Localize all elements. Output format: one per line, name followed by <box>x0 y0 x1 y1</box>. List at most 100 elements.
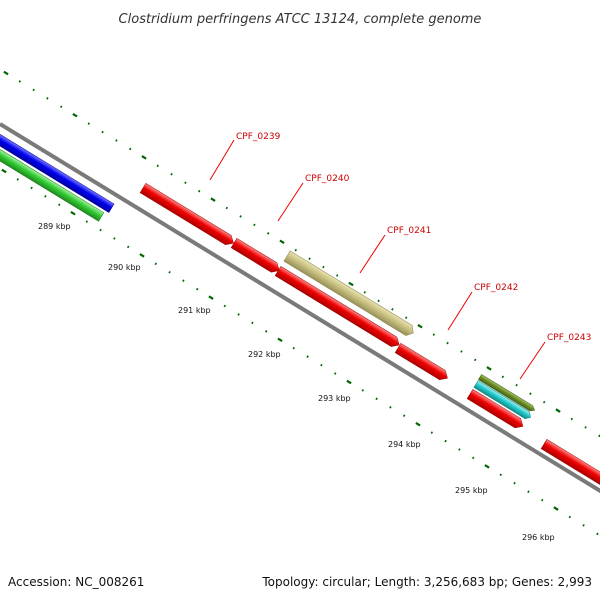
gene-arrow-cpf-0241-cds[interactable] <box>274 265 402 349</box>
inner-track-major-tick <box>139 253 145 258</box>
gene-arrow-cpf-0239[interactable] <box>139 182 236 248</box>
gene-arrow-cpf-0244[interactable] <box>540 438 600 493</box>
scale-label-289kbp: 289 kbp <box>38 222 71 231</box>
gene-label-cpf-0240[interactable]: CPF_0240 <box>305 174 350 184</box>
inner-track-minor-tick <box>527 490 530 493</box>
outer-track-minor-tick <box>170 172 173 176</box>
inner-track-minor-tick <box>182 279 185 282</box>
inner-track-minor-tick <box>472 456 475 460</box>
inner-track-minor-tick <box>306 355 309 358</box>
scale-label-292kbp: 292 kbp <box>248 350 281 359</box>
inner-track-minor-tick <box>403 414 406 417</box>
outer-track-minor-tick <box>46 97 49 100</box>
inner-track-minor-tick <box>264 330 268 333</box>
rrna-feature[interactable] <box>0 123 115 213</box>
outer-track-minor-tick <box>156 164 159 168</box>
outer-track-minor-tick <box>115 139 118 142</box>
gene-arrow-cpf-0243-cyan[interactable] <box>473 380 533 421</box>
inner-track-minor-tick <box>168 270 171 274</box>
leader-cpf-0243 <box>519 341 546 380</box>
gene-arrow-cpf-0243-olive[interactable] <box>478 374 536 412</box>
outer-track-major-tick <box>141 155 147 160</box>
outer-track-major-tick <box>72 112 78 118</box>
trna-feature[interactable] <box>0 138 105 222</box>
outer-track-minor-tick <box>197 189 201 193</box>
outer-track-minor-tick <box>570 417 573 421</box>
inner-track-minor-tick <box>458 448 461 451</box>
scale-label-290kbp: 290 kbp <box>108 263 141 272</box>
inner-track-major-tick <box>277 337 283 343</box>
outer-track-major-tick <box>210 197 216 202</box>
inner-track-minor-tick <box>430 431 433 434</box>
leader-cpf-0240 <box>277 182 304 222</box>
gene-arrow-cpf-0242[interactable] <box>394 342 450 383</box>
outer-track-minor-tick <box>18 80 22 83</box>
outer-track-minor-tick <box>336 274 339 277</box>
outer-track-minor-tick <box>266 232 270 235</box>
outer-track-minor-tick <box>405 316 408 319</box>
leader-cpf-0241 <box>359 234 386 274</box>
gene-arrow-cpf-0241[interactable] <box>283 250 417 338</box>
inner-track-major-tick <box>484 464 490 469</box>
outer-track-minor-tick <box>377 299 380 303</box>
outer-track-minor-tick <box>184 181 187 184</box>
leader-cpf-0242 <box>447 291 473 331</box>
map-title: Clostridium perfringens ATCC 13124, comp… <box>119 12 482 27</box>
gene-label-cpf-0242[interactable]: CPF_0242 <box>474 283 518 293</box>
inner-track-minor-tick <box>126 245 130 249</box>
outer-track-minor-tick <box>543 400 546 404</box>
inner-track-minor-tick <box>375 397 378 401</box>
inner-track-minor-tick <box>389 406 392 409</box>
inner-track-minor-tick <box>154 262 157 266</box>
scale-label-295kbp: 295 kbp <box>455 486 488 495</box>
inner-track-minor-tick <box>541 498 544 502</box>
gene-label-cpf-0243[interactable]: CPF_0243 <box>547 333 591 343</box>
inner-track-minor-tick <box>499 473 502 477</box>
scale-label-291kbp: 291 kbp <box>178 306 211 315</box>
scale-label-294kbp: 294 kbp <box>388 440 421 449</box>
inner-track-major-tick <box>70 210 76 216</box>
outer-track-minor-tick <box>87 122 90 125</box>
inner-track-minor-tick <box>361 389 364 392</box>
outer-track-minor-tick <box>322 265 325 269</box>
inner-track-major-tick <box>208 295 214 300</box>
outer-track-minor-tick <box>432 333 435 336</box>
inner-track-minor-tick <box>85 220 88 223</box>
gene-label-cpf-0241[interactable]: CPF_0241 <box>387 226 431 236</box>
inner-track-minor-tick <box>513 481 516 485</box>
gene-label-cpf-0239[interactable]: CPF_0239 <box>236 132 281 142</box>
outer-track-major-tick <box>3 70 9 76</box>
inner-track-minor-tick <box>292 346 295 350</box>
scale-labels: 289 kbp 290 kbp 291 kbp 292 kbp 293 kbp … <box>38 222 555 542</box>
inner-track-minor-tick <box>57 203 61 207</box>
scale-label-293kbp: 293 kbp <box>318 394 351 403</box>
genome-summary-text: Topology: circular; Length: 3,256,683 bp… <box>261 575 592 589</box>
outer-track-minor-tick <box>253 223 256 227</box>
outer-track-minor-tick <box>101 130 104 134</box>
inner-track-minor-tick <box>195 287 199 291</box>
outer-track-minor-tick <box>446 341 449 345</box>
inner-track-major-tick <box>553 506 559 511</box>
gene-arrow-cpf-0243[interactable] <box>466 388 526 431</box>
outer-track-minor-tick <box>501 375 504 379</box>
gene-arrow-cpf-0240[interactable] <box>230 237 282 275</box>
inner-track-minor-tick <box>251 321 254 325</box>
inner-track-minor-tick <box>16 178 20 181</box>
outer-track-minor-tick <box>515 383 518 387</box>
outer-track-major-tick <box>555 408 561 413</box>
outer-track-minor-tick <box>363 291 366 294</box>
inner-track-minor-tick <box>596 532 599 536</box>
outer-tick-track <box>3 70 600 438</box>
outer-track-minor-tick <box>529 392 532 395</box>
outer-track-major-tick <box>417 323 423 329</box>
outer-track-major-tick <box>279 239 285 245</box>
outer-track-minor-tick <box>460 350 463 353</box>
inner-track-major-tick <box>346 379 352 385</box>
gene-labels: CPF_0239 CPF_0240 CPF_0241 CPF_0242 CPF_… <box>236 132 591 343</box>
genome-backbone <box>0 122 600 494</box>
leader-cpf-0239 <box>209 139 235 181</box>
outer-track-minor-tick <box>32 88 35 92</box>
outer-track-minor-tick <box>474 358 477 362</box>
